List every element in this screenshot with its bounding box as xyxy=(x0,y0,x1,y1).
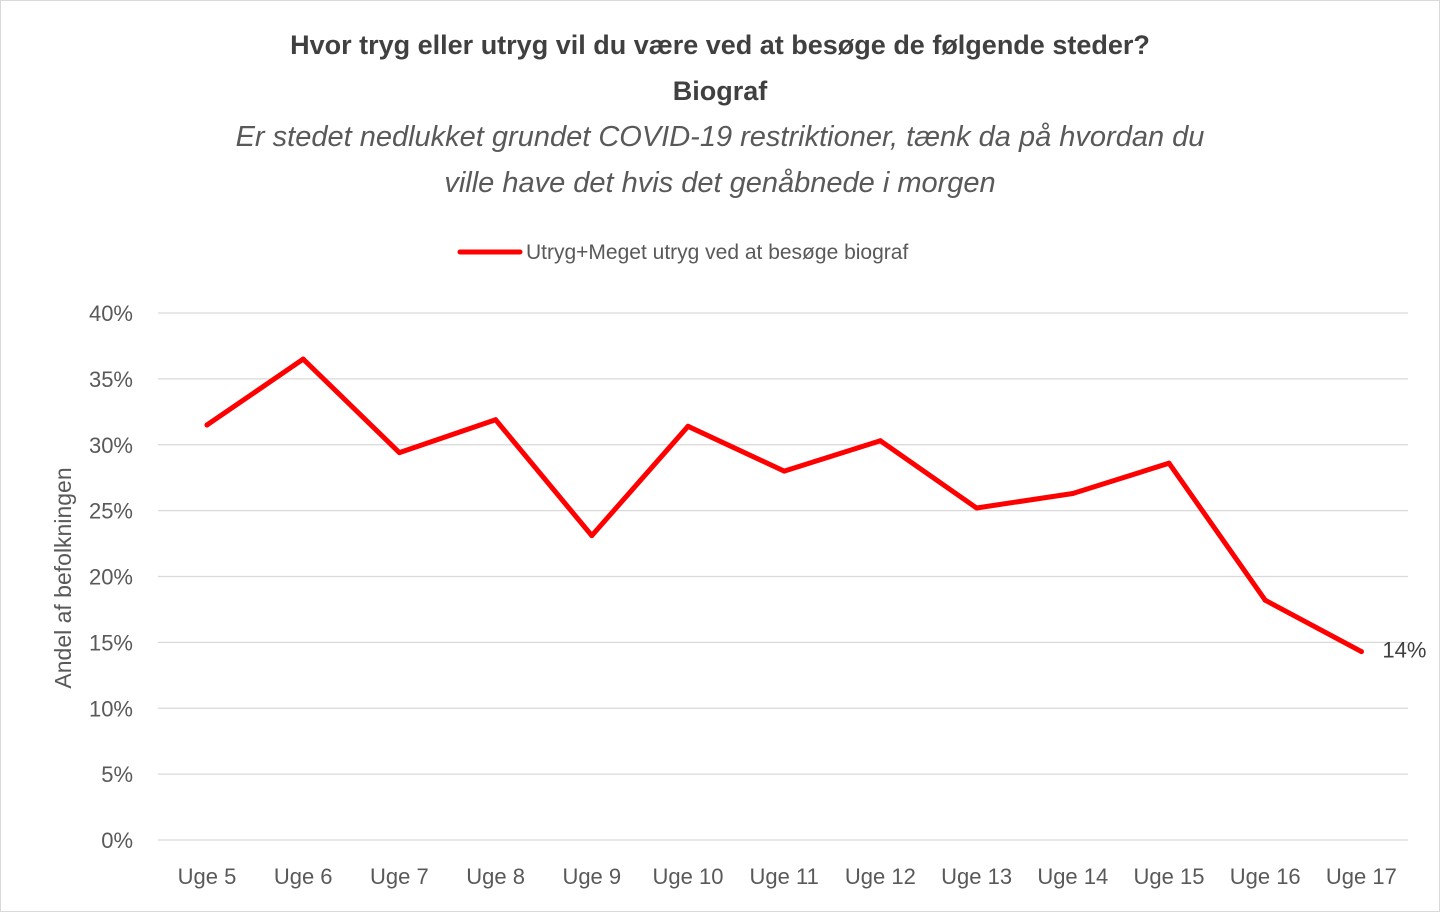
y-tick-label: 15% xyxy=(89,630,133,655)
data-labels: 14% xyxy=(1382,638,1426,663)
x-tick-label: Uge 10 xyxy=(653,864,724,889)
data-point xyxy=(589,533,595,539)
x-tick-label: Uge 16 xyxy=(1230,864,1301,889)
data-point xyxy=(1358,649,1364,655)
data-point xyxy=(396,450,402,456)
x-tick-label: Uge 9 xyxy=(562,864,621,889)
chart-title: Hvor tryg eller utryg vil du være ved at… xyxy=(290,30,1150,60)
y-tick-label: 0% xyxy=(101,828,133,853)
data-point xyxy=(1166,460,1172,466)
legend-label: Utryg+Meget utryg ved at besøge biograf xyxy=(526,241,908,264)
data-point xyxy=(300,356,306,362)
y-tick-label: 20% xyxy=(89,565,133,590)
series-line xyxy=(204,356,1364,655)
y-tick-label: 30% xyxy=(89,433,133,458)
y-tick-label: 35% xyxy=(89,367,133,392)
x-tick-label: Uge 13 xyxy=(941,864,1012,889)
data-point xyxy=(781,468,787,474)
x-tick-label: Uge 7 xyxy=(370,864,429,889)
y-tick-label: 5% xyxy=(101,762,133,787)
chart-title-line2: Biograf xyxy=(672,76,768,106)
x-tick-label: Uge 11 xyxy=(750,864,819,889)
y-tick-label: 40% xyxy=(89,301,133,326)
data-point xyxy=(974,505,980,511)
data-point xyxy=(685,423,691,429)
y-tick-label: 25% xyxy=(89,499,133,524)
x-tick-label: Uge 17 xyxy=(1326,864,1397,889)
data-point xyxy=(877,438,883,444)
legend: Utryg+Meget utryg ved at besøge biograf xyxy=(457,241,908,264)
x-tick-label: Uge 5 xyxy=(178,864,237,889)
x-tick-label: Uge 6 xyxy=(274,864,333,889)
data-point xyxy=(204,422,210,428)
y-axis-label: Andel af befolkningen xyxy=(50,467,76,688)
x-tick-label: Uge 12 xyxy=(845,864,916,889)
data-point xyxy=(1070,490,1076,496)
x-tick-labels: Uge 5 Uge 6 Uge 7 Uge 8 Uge 9 Uge 10 Uge 11 Uge… xyxy=(178,864,1397,889)
data-point xyxy=(493,417,499,423)
data-point xyxy=(1262,597,1268,603)
y-tick-labels: 0% 5% 10% 15% 20% 25% 30% 35% 40% xyxy=(89,301,133,853)
x-tick-label: Uge 14 xyxy=(1037,864,1108,889)
data-label: 14% xyxy=(1382,638,1426,663)
x-tick-label: Uge 15 xyxy=(1134,864,1205,889)
x-tick-label: Uge 8 xyxy=(466,864,525,889)
y-tick-label: 10% xyxy=(89,696,133,721)
chart-subtitle-line2: ville have det hvis det genåbnede i morg… xyxy=(444,167,996,199)
series-group xyxy=(204,356,1364,655)
gridlines xyxy=(158,312,1408,841)
chart-subtitle-line1: Er stedet nedlukket grundet COVID-19 res… xyxy=(235,121,1205,153)
